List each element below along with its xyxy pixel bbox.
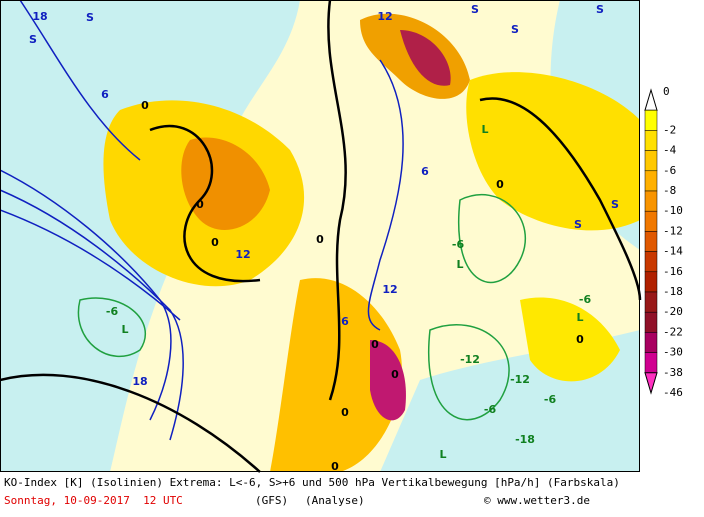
motion-area	[181, 137, 270, 230]
map-label: 0	[391, 368, 399, 381]
map-label: S	[574, 218, 582, 231]
isoline	[427, 324, 510, 421]
motion-area	[400, 30, 451, 86]
colorbar-label: -22	[663, 325, 683, 338]
map-label: 6	[101, 88, 109, 101]
map-label: 0	[316, 233, 324, 246]
map-labels: 18SS6012SSSL0-66120-6L0126000SSL-618-12-…	[29, 3, 619, 473]
colorbar-label: -46	[663, 386, 683, 399]
colorbar-label: -6	[663, 164, 676, 177]
footer-run: (Analyse)	[305, 494, 365, 507]
map-label: S	[611, 198, 619, 211]
map-label: -6	[579, 293, 592, 306]
colorbar-segment	[644, 291, 658, 313]
map-label: -6	[106, 305, 119, 318]
colorbar-segment	[644, 190, 658, 212]
map-label: 0	[331, 460, 339, 473]
map-label: -6	[452, 238, 465, 251]
map-label: -6	[484, 403, 497, 416]
colorbar-segment	[644, 231, 658, 252]
isoline	[0, 169, 172, 421]
colorbar-segment	[644, 150, 658, 172]
map-label: 0	[576, 333, 584, 346]
map-label: L	[576, 311, 583, 324]
footer-credit: © www.wetter3.de	[484, 494, 590, 507]
map-label: 0	[341, 406, 349, 419]
colorbar-segment	[644, 372, 658, 395]
map-label: L	[481, 123, 488, 136]
colorbar-segment	[644, 170, 658, 192]
colorbar-segment	[644, 88, 658, 111]
map	[0, 0, 642, 473]
map-label: 0	[371, 338, 379, 351]
colorbar-segment	[644, 130, 658, 151]
map-label: 6	[421, 165, 429, 178]
isoline	[327, 0, 347, 401]
isoline	[149, 124, 261, 283]
footer-date: Sonntag, 10-09-2017 12 UTC	[4, 494, 183, 507]
map-label: 0	[141, 99, 149, 112]
colorbar-segment	[644, 251, 658, 273]
colorbar-label: -4	[663, 144, 677, 157]
motion-area	[466, 72, 640, 231]
colorbar-label: -16	[663, 265, 683, 278]
map-frame	[0, 0, 640, 472]
map-label: S	[29, 33, 37, 46]
colorbar-label: -38	[663, 366, 683, 379]
colorbar-label: -30	[663, 346, 683, 359]
isoline	[0, 373, 261, 473]
map-label: 0	[496, 178, 504, 191]
map-label: 12	[382, 283, 397, 296]
colorbar-segment	[644, 271, 658, 293]
map-label: 6	[341, 315, 349, 328]
map-label: 12	[377, 10, 392, 23]
footer-model: (GFS)	[255, 494, 288, 507]
map-label: -18	[515, 433, 535, 446]
isoline	[0, 209, 181, 321]
motion-area	[520, 297, 620, 382]
isoline	[457, 194, 526, 284]
colorbar-segment	[644, 352, 658, 374]
colorbar-segment	[644, 332, 658, 353]
colorbar-segment	[644, 210, 658, 232]
map-label: S	[511, 23, 519, 36]
map-label: L	[456, 258, 463, 271]
colorbar-label: 0	[663, 85, 670, 98]
map-label: S	[596, 3, 604, 16]
isoline	[367, 59, 404, 331]
colorbar-segment	[644, 311, 658, 333]
isoline	[0, 189, 184, 441]
map-label: -12	[460, 353, 480, 366]
isolines	[0, 0, 642, 473]
motion-area	[370, 340, 406, 421]
map-label: -6	[544, 393, 557, 406]
colorbar: 0 -2 -4 -6 -8 -10 -12 -14 -16 -18 -20 -22 -30 -38 -46	[644, 85, 683, 399]
map-label: S	[86, 11, 94, 24]
map-label: 12	[235, 248, 250, 261]
map-label: 0	[211, 236, 219, 249]
colorbar-label: -2	[663, 123, 676, 136]
map-label: L	[121, 323, 128, 336]
map-label: 18	[32, 10, 47, 23]
map-label: -12	[510, 373, 530, 386]
isoline	[479, 97, 642, 301]
map-label: L	[439, 448, 446, 461]
isoline	[19, 0, 141, 161]
colorbar-segment	[644, 109, 658, 131]
isoline	[77, 297, 147, 357]
footer-title: KO-Index [K] (Isolinien) Extrema: L<-6, …	[4, 476, 620, 489]
colorbar-label: -18	[663, 285, 683, 298]
map-label: S	[471, 3, 479, 16]
colorbar-label: -10	[663, 204, 683, 217]
map-label: 0	[196, 198, 204, 211]
map-label: 18	[132, 375, 147, 388]
colorbar-label: -14	[663, 245, 683, 258]
colorbar-label: -8	[663, 184, 676, 197]
colorbar-label: -20	[663, 305, 683, 318]
colorbar-label: -12	[663, 224, 683, 237]
